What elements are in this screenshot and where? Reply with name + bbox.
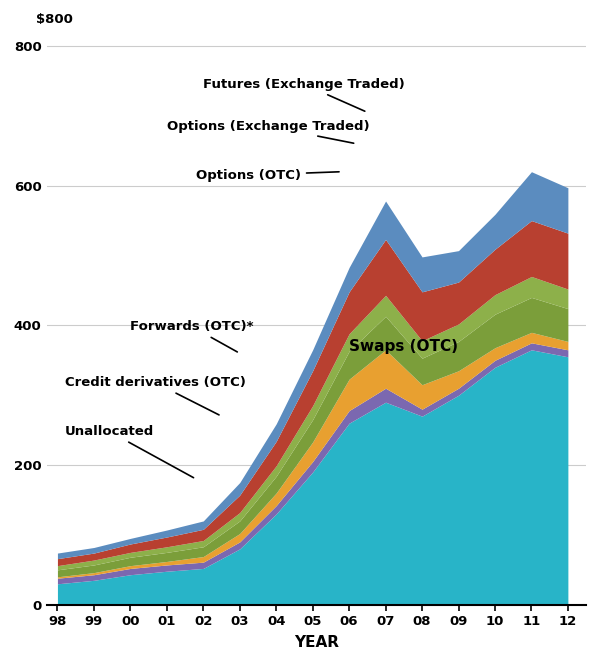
Text: $800: $800 [36, 13, 73, 27]
Text: Forwards (OTC)*: Forwards (OTC)* [130, 320, 254, 352]
Text: Unallocated: Unallocated [65, 425, 194, 477]
Text: Swaps (OTC): Swaps (OTC) [349, 339, 458, 354]
Text: Credit derivatives (OTC): Credit derivatives (OTC) [65, 376, 245, 415]
Text: Options (OTC): Options (OTC) [196, 169, 339, 182]
Text: Options (Exchange Traded): Options (Exchange Traded) [167, 120, 370, 143]
X-axis label: YEAR: YEAR [294, 635, 339, 650]
Text: Futures (Exchange Traded): Futures (Exchange Traded) [203, 78, 405, 111]
